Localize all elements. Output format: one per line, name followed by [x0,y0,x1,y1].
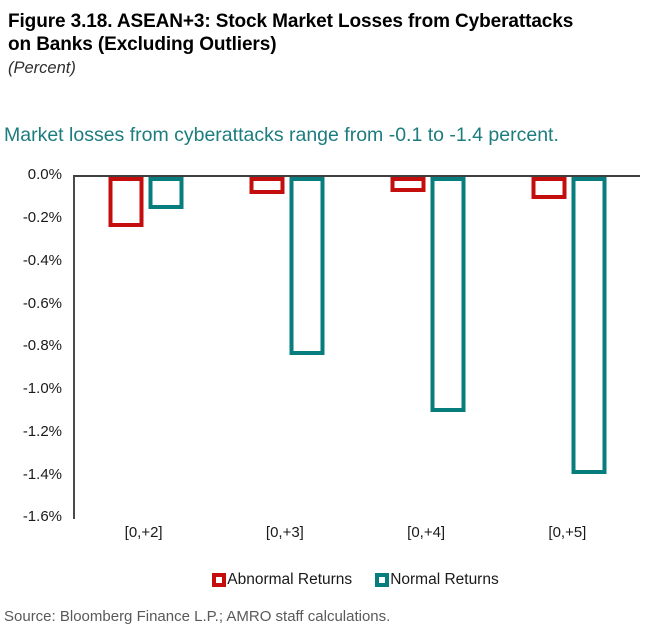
y-axis-tick-label: -1.0% [22,380,62,398]
y-axis-tick-label: -0.4% [22,251,62,269]
bar-group [390,177,466,413]
bar-normal-returns [148,177,184,210]
legend-swatch-icon [212,573,227,588]
x-axis-tick-label: [0,+3] [265,524,304,542]
x-axis-tick-label: [0,+4] [407,524,446,542]
bar-normal-returns [571,177,607,475]
chart-legend: Abnormal Returns Normal Returns [73,571,638,589]
key-message: Market losses from cyberattacks range fr… [4,124,559,147]
y-axis-labels: 0.0% -0.2% -0.4% -0.6% -0.8% -1.0% -1.2% -1.4% -… [0,166,62,525]
legend-label: Normal Returns [390,571,499,589]
bar-group [108,177,184,227]
figure-units-subtitle: (Percent) [8,59,76,78]
legend-swatch-icon [375,573,390,588]
bar-normal-returns [289,177,325,355]
bar-group [249,177,325,355]
y-axis-tick-label: -0.6% [22,294,62,312]
legend-item-normal-returns: Normal Returns [375,571,499,589]
bar-abnormal-returns [390,177,426,193]
x-axis-tick-label: [0,+2] [124,524,163,542]
x-axis-labels: [0,+2] [0,+3] [0,+4] [0,+5] [73,524,638,544]
y-axis-tick-label: -1.2% [22,422,62,440]
bar-normal-returns [430,177,466,413]
y-axis-tick-label: -1.6% [22,508,62,526]
bar-abnormal-returns [531,177,567,199]
source-note: Source: Bloomberg Finance L.P.; AMRO sta… [4,608,391,626]
y-axis-tick-label: -1.4% [22,465,62,483]
x-axis-tick-label: [0,+5] [548,524,587,542]
y-axis-tick-label: -0.8% [22,337,62,355]
legend-item-abnormal-returns: Abnormal Returns [212,571,352,589]
legend-label: Abnormal Returns [227,571,353,589]
y-axis-tick-label: 0.0% [27,166,62,184]
bar-abnormal-returns [108,177,144,227]
bar-group [531,177,607,475]
bar-chart: 0.0% -0.2% -0.4% -0.6% -0.8% -1.0% -1.2% -1.4% -… [0,166,672,525]
y-axis-tick-label: -0.2% [22,209,62,227]
plot-area [73,175,640,520]
bar-abnormal-returns [249,177,285,195]
figure-title: Figure 3.18. ASEAN+3: Stock Market Losse… [8,11,574,56]
